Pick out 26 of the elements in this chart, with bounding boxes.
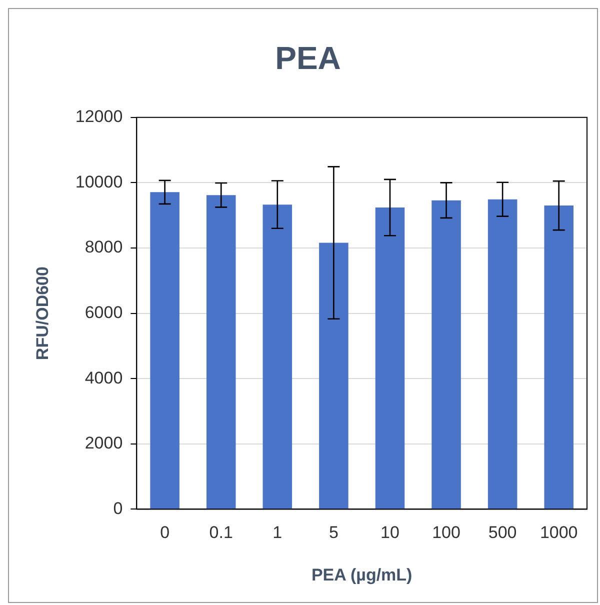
x-tick-label: 0 bbox=[160, 523, 170, 542]
x-tick-label: 1000 bbox=[540, 523, 578, 542]
chart-title: PEA bbox=[275, 40, 341, 76]
x-tick-label: 10 bbox=[380, 523, 400, 542]
x-tick-label: 1 bbox=[272, 523, 282, 542]
x-tick-label: 5 bbox=[328, 523, 338, 542]
x-tick-label: 0.1 bbox=[209, 523, 233, 542]
x-tick-label: 100 bbox=[432, 523, 460, 542]
bar bbox=[206, 195, 236, 509]
y-axis-title: RFU/OD600 bbox=[32, 266, 52, 360]
y-tick-label: 2000 bbox=[84, 434, 123, 453]
x-tick-label: 500 bbox=[488, 523, 517, 542]
y-tick-label: 6000 bbox=[84, 302, 123, 322]
bar bbox=[544, 206, 574, 509]
bar bbox=[319, 242, 348, 509]
x-axis-title: PEA (µg/mL) bbox=[311, 565, 412, 584]
bar bbox=[375, 208, 405, 509]
y-tick-label: 0 bbox=[113, 498, 123, 518]
y-tick-label: 4000 bbox=[84, 368, 123, 388]
y-tick-label: 12000 bbox=[75, 107, 123, 126]
bar bbox=[432, 200, 461, 509]
bar bbox=[150, 192, 180, 509]
y-tick-label: 8000 bbox=[84, 238, 123, 257]
bar bbox=[488, 199, 518, 509]
y-tick-label: 10000 bbox=[75, 172, 123, 192]
bar bbox=[262, 204, 292, 509]
